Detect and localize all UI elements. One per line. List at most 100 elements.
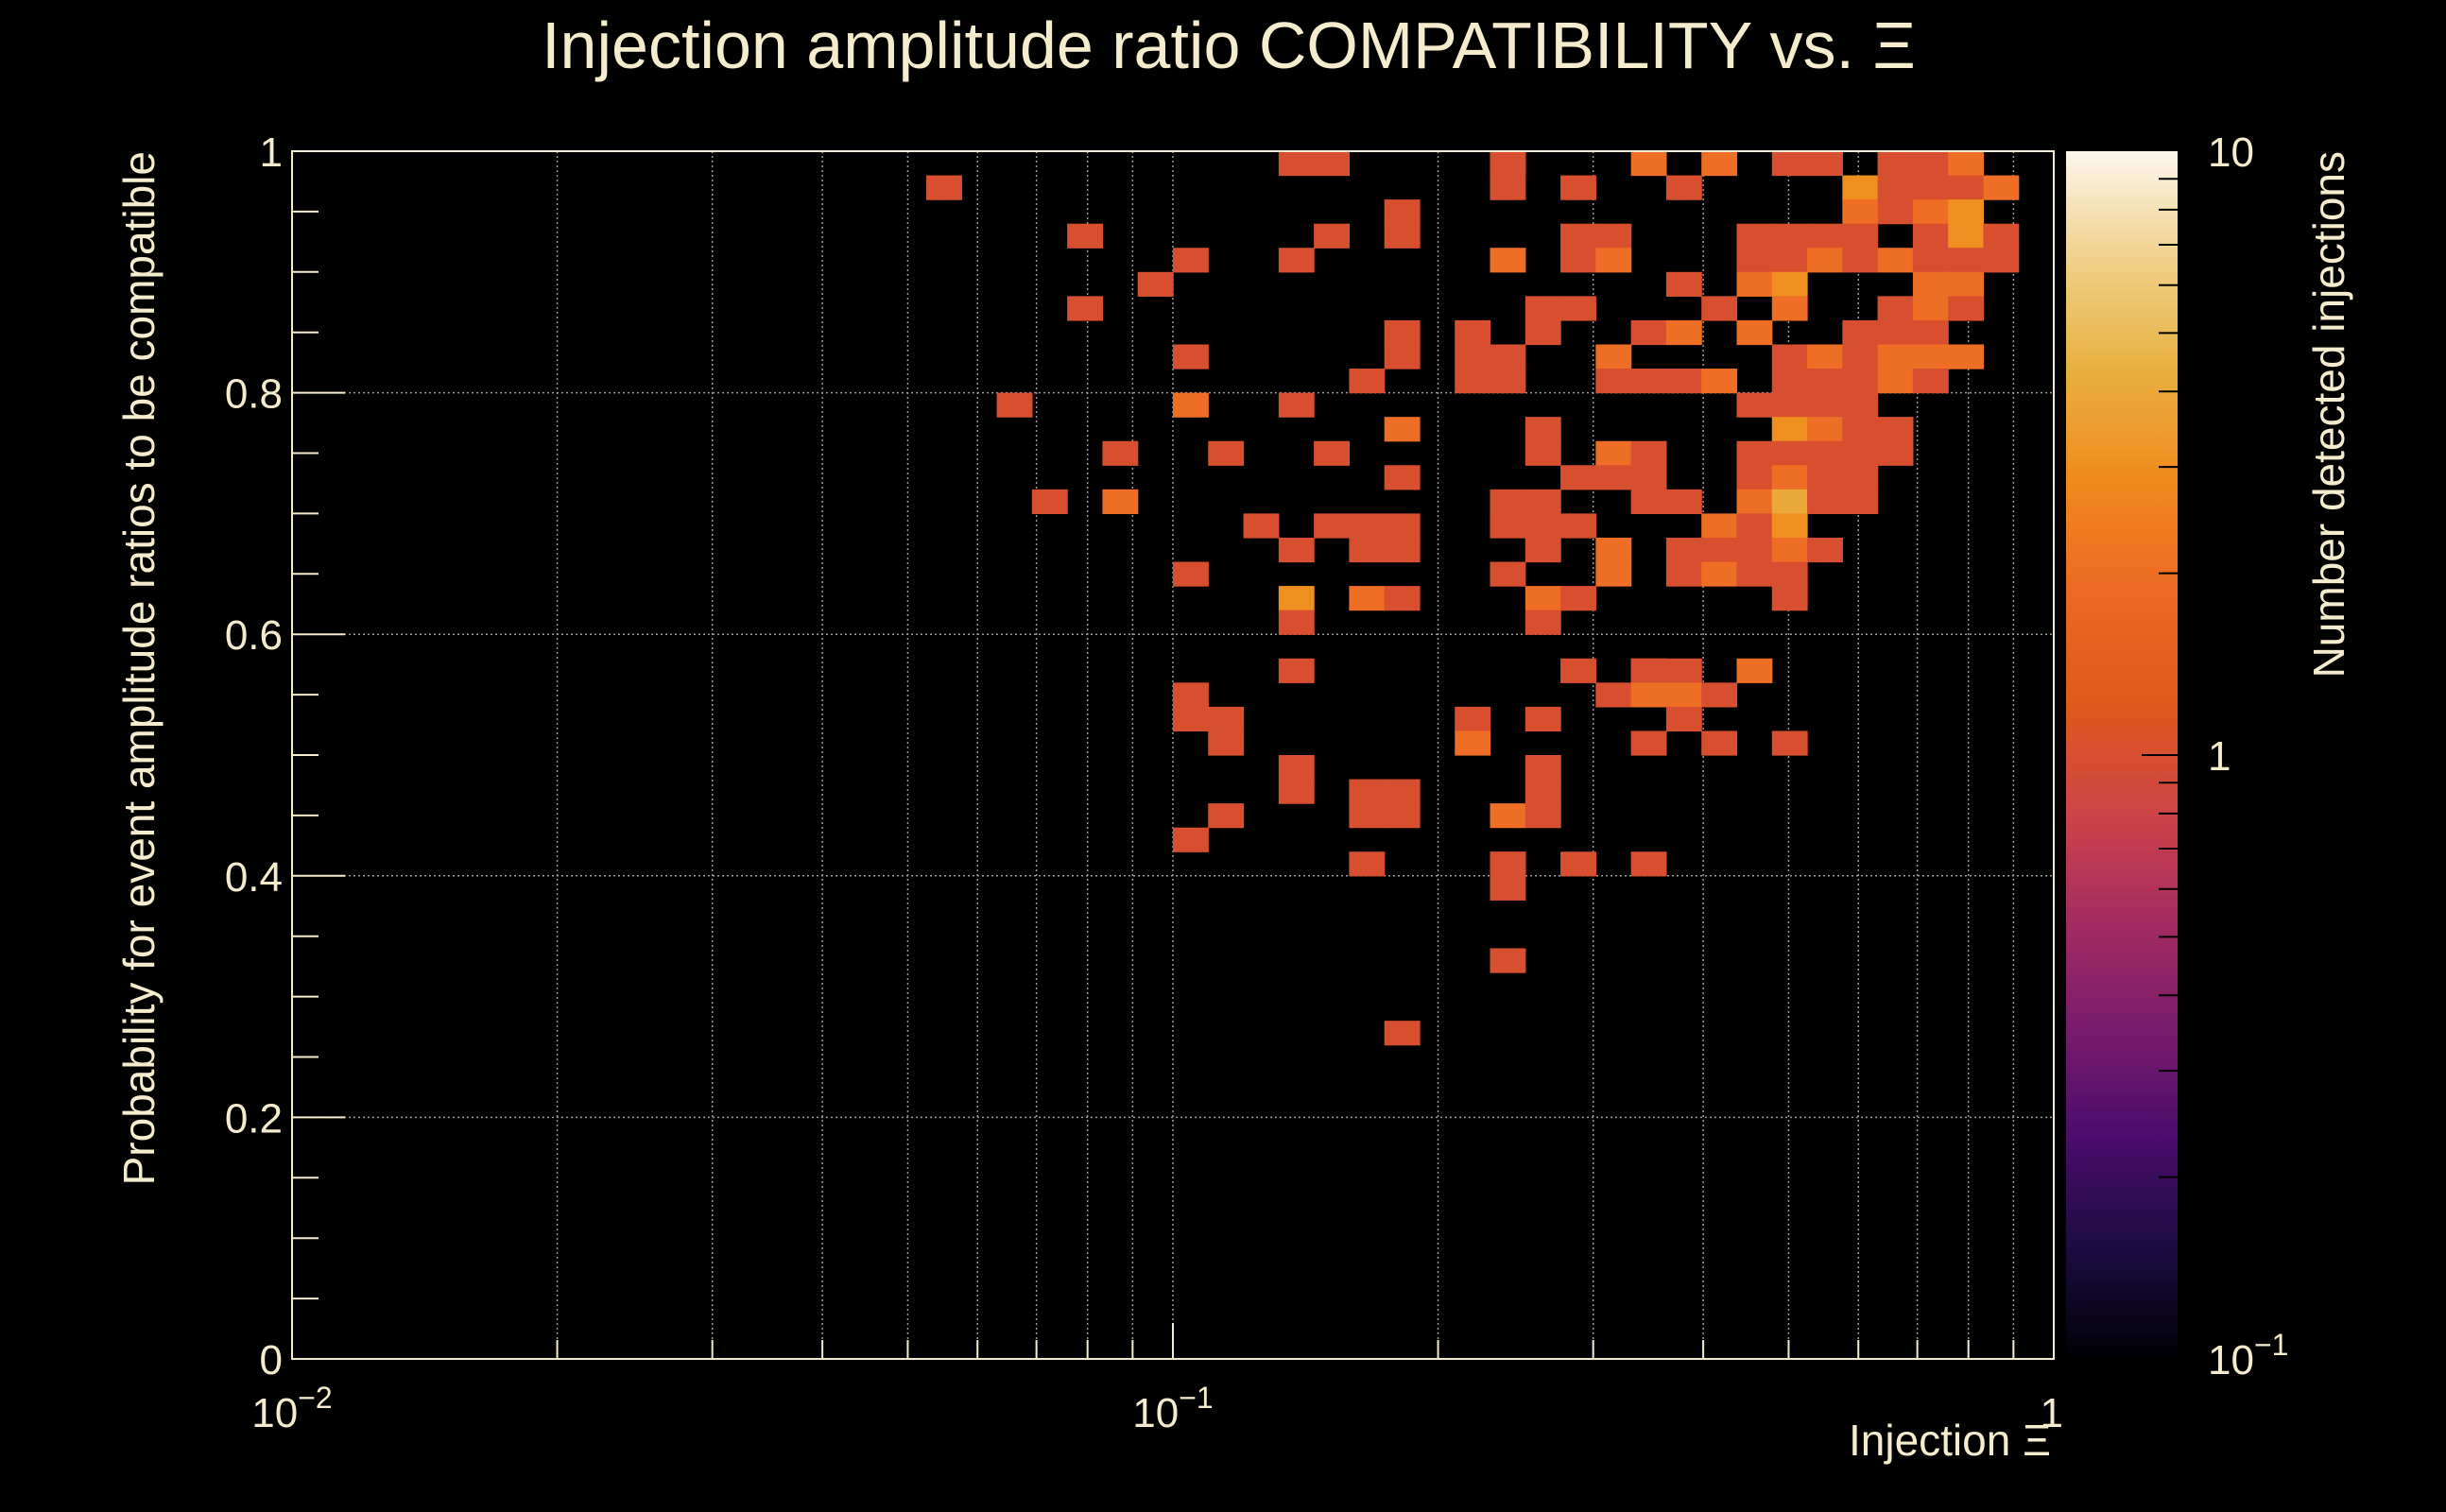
heatmap-cell xyxy=(1665,561,1702,587)
heatmap-cell xyxy=(1736,440,1773,466)
heatmap-cell xyxy=(1842,369,1879,394)
heatmap-cell xyxy=(1314,151,1350,177)
heatmap-cell xyxy=(1278,248,1315,273)
heatmap-cell xyxy=(1877,151,1914,177)
heatmap-cell xyxy=(1771,537,1808,563)
heatmap-cell xyxy=(1490,175,1526,200)
heatmap-cell xyxy=(1490,851,1526,877)
heatmap-cell xyxy=(1278,658,1315,683)
heatmap-cell xyxy=(1807,344,1843,369)
heatmap-cell xyxy=(1455,730,1491,756)
y-tick-label: 0.2 xyxy=(225,1095,283,1142)
heatmap-cell xyxy=(1948,271,1985,297)
heatmap-cell xyxy=(1983,175,2020,200)
heatmap-cell xyxy=(1560,175,1596,200)
heatmap-cell xyxy=(1736,319,1773,346)
heatmap-cell xyxy=(1278,779,1315,804)
heatmap-cell xyxy=(1490,151,1526,177)
heatmap-cell xyxy=(1771,489,1808,514)
heatmap-cell xyxy=(1595,223,1632,249)
heatmap-cell xyxy=(1630,440,1667,466)
heatmap-cell xyxy=(1560,586,1596,611)
heatmap-cell xyxy=(1560,658,1596,683)
heatmap-cell xyxy=(1208,730,1245,756)
heatmap-cell xyxy=(1807,223,1843,249)
x-tick-label-exponent: −1 xyxy=(1179,1381,1213,1415)
heatmap-cell xyxy=(1278,537,1315,563)
heatmap-cell xyxy=(1384,319,1421,346)
heatmap-cell xyxy=(1771,561,1808,587)
heatmap-cell xyxy=(1983,248,2020,273)
heatmap-cell xyxy=(1948,296,1985,321)
heatmap-cell xyxy=(1173,248,1209,273)
heatmap-cell xyxy=(1173,392,1209,418)
heatmap-cell xyxy=(1701,561,1738,587)
heatmap-cell xyxy=(1560,513,1596,539)
heatmap-cell xyxy=(1842,319,1879,346)
heatmap-cell xyxy=(1595,682,1632,708)
heatmap-cell xyxy=(996,392,1033,418)
heatmap-cell xyxy=(1314,223,1350,249)
heatmap-cell xyxy=(1807,151,1843,177)
heatmap-cell xyxy=(1173,706,1209,732)
heatmap-cell xyxy=(1524,706,1561,732)
heatmap-cell xyxy=(1173,682,1209,708)
heatmap-cell xyxy=(1983,223,2020,249)
heatmap-cell xyxy=(1595,369,1632,394)
colorbar-tick-label-mantissa: 10 xyxy=(2208,1337,2254,1383)
heatmap-cell xyxy=(1912,344,1949,369)
heatmap-cell xyxy=(1524,296,1561,321)
heatmap-cell xyxy=(1595,248,1632,273)
heatmap-cell xyxy=(1384,513,1421,539)
heatmap-cell xyxy=(1701,730,1738,756)
y-tick-label: 0.4 xyxy=(225,854,283,901)
heatmap-cell xyxy=(1701,537,1738,563)
heatmap-cell xyxy=(1877,296,1914,321)
heatmap-cell xyxy=(1455,706,1491,732)
x-tick-label-exponent: −2 xyxy=(298,1381,332,1415)
x-tick-label-mantissa: 10 xyxy=(251,1390,298,1436)
y-tick-label: 1 xyxy=(260,129,283,176)
heatmap-cell xyxy=(1067,223,1104,249)
heatmap-cell xyxy=(1736,537,1773,563)
heatmap-cell xyxy=(1595,440,1632,466)
heatmap-cell xyxy=(1877,417,1914,442)
heatmap-cell xyxy=(1595,561,1632,587)
heatmap-cell xyxy=(1912,296,1949,321)
heatmap-cell xyxy=(1948,248,1985,273)
heatmap-cell xyxy=(1842,417,1879,442)
y-tick-label: 0 xyxy=(260,1337,283,1383)
heatmap-cell xyxy=(1560,465,1596,490)
heatmap-cell xyxy=(1490,513,1526,539)
heatmap-cell xyxy=(1807,369,1843,394)
heatmap-cell xyxy=(1278,586,1315,611)
heatmap-cell xyxy=(1807,489,1843,514)
heatmap-cell xyxy=(1665,682,1702,708)
heatmap-cell xyxy=(1842,489,1879,514)
colorbar-tick-label-exponent: −1 xyxy=(2254,1328,2288,1362)
heatmap-cell xyxy=(1948,344,1985,369)
heatmap-cell xyxy=(1912,271,1949,297)
heatmap-cell xyxy=(1665,537,1702,563)
colorbar-tick-label: 10 xyxy=(2208,129,2254,176)
heatmap-cell xyxy=(1877,369,1914,394)
heatmap-cell xyxy=(1630,851,1667,877)
heatmap-cell xyxy=(1630,682,1667,708)
heatmap-cell xyxy=(1771,223,1808,249)
x-tick-label: 10−1 xyxy=(1132,1381,1213,1436)
heatmap-cell xyxy=(1630,151,1667,177)
x-tick-label-mantissa: 10 xyxy=(1132,1390,1179,1436)
heatmap-cell xyxy=(1736,561,1773,587)
heatmap-cell xyxy=(1595,344,1632,369)
heatmap-cell xyxy=(1912,319,1949,346)
heatmap-cell xyxy=(1736,489,1773,514)
chart-title: Injection amplitude ratio COMPATIBILITY … xyxy=(542,9,1916,82)
heatmap-cell xyxy=(926,175,962,200)
heatmap-cell xyxy=(1455,369,1491,394)
heatmap-cell xyxy=(1665,271,1702,297)
heatmap-cell xyxy=(1102,440,1139,466)
heatmap-cell xyxy=(1771,151,1808,177)
heatmap-cell xyxy=(1948,175,1985,200)
